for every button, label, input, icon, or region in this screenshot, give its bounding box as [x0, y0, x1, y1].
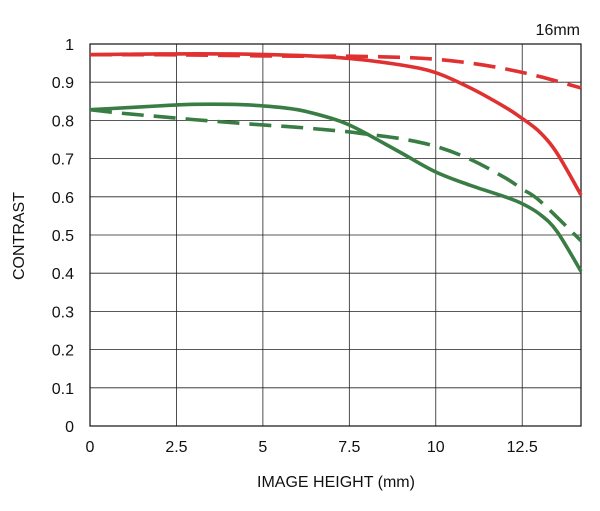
grid [89, 43, 581, 427]
y-tick-label: 1 [65, 37, 74, 54]
y-tick-label: 0.2 [52, 343, 74, 360]
y-tick-label: 0.1 [52, 381, 74, 398]
y-tick-label: 0.5 [52, 228, 74, 245]
series-line-4 [89, 107, 583, 243]
y-tick-label: 0.6 [52, 190, 74, 207]
chart-title: 16mm [536, 22, 580, 39]
y-tick-label: 0 [65, 419, 74, 436]
series-group [89, 51, 583, 273]
y-axis-label: CONTRAST [11, 192, 28, 280]
y-tick-label: 0.9 [52, 75, 74, 92]
y-tick-label: 0.3 [52, 304, 74, 321]
x-tick-label: 2.5 [165, 439, 187, 456]
series-line-1 [89, 51, 583, 196]
x-tick-label: 5 [258, 439, 267, 456]
x-tick-label: 7.5 [338, 439, 360, 456]
series-line-2 [89, 52, 582, 90]
plot-frame [89, 43, 582, 427]
y-tick-labels: 0 0.1 0.2 0.3 0.4 0.5 0.6 0.7 0.8 0.9 1 [52, 37, 74, 436]
series-line-3 [89, 102, 583, 273]
y-tick-label: 0.4 [52, 266, 74, 283]
x-tick-labels: 0 2.5 5 7.5 10 12.5 [86, 439, 538, 456]
y-tick-label: 0.8 [52, 113, 74, 130]
x-tick-label: 12.5 [507, 439, 538, 456]
y-tick-label: 0.7 [52, 152, 74, 169]
x-axis-label: IMAGE HEIGHT (mm) [257, 474, 415, 491]
x-tick-label: 10 [427, 439, 445, 456]
x-tick-label: 0 [86, 439, 95, 456]
